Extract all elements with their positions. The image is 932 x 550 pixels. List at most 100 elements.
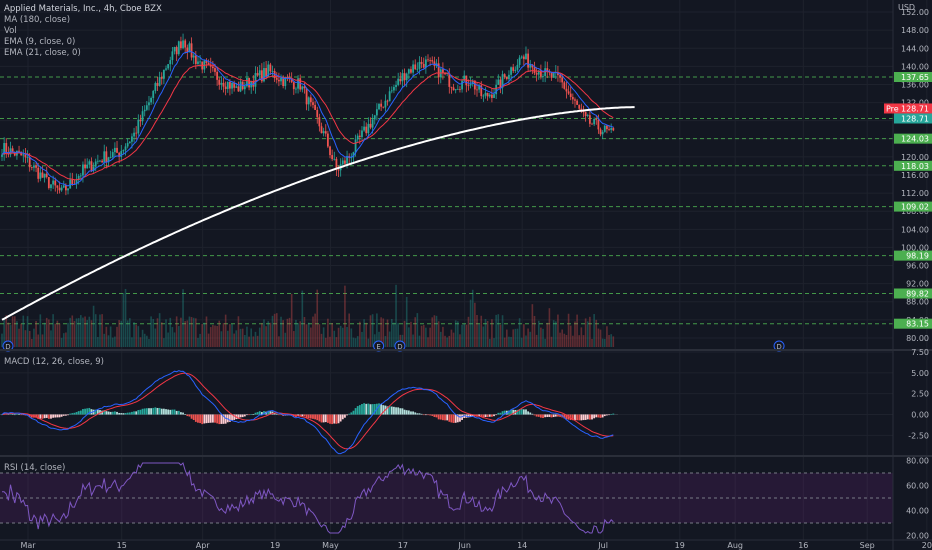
candle-body: [171, 51, 174, 61]
macd-hist-bar: [508, 410, 510, 415]
macd-hist-bar: [278, 414, 280, 416]
macd-hist-bar: [365, 403, 368, 415]
macd-hist-bar: [557, 414, 559, 417]
macd-hist-bar: [260, 412, 263, 415]
macd-hist-bar: [318, 414, 321, 422]
volume-bar: [478, 324, 480, 347]
candle-body: [303, 86, 306, 89]
macd-hist-bar: [578, 414, 581, 421]
candle-body: [307, 97, 310, 105]
candle-body: [595, 119, 598, 120]
volume-bar: [180, 317, 182, 347]
macd-hist-bar: [122, 413, 125, 415]
macd-legend[interactable]: MACD (12, 26, close, 9): [4, 357, 104, 367]
candle-body: [216, 71, 219, 80]
candle-body: [478, 85, 481, 90]
legend-ema21[interactable]: EMA (21, close, 0): [4, 48, 81, 58]
grid-lines: [0, 0, 928, 540]
macd-hist-bar: [305, 414, 308, 419]
candle-body: [284, 76, 287, 87]
legend-ma[interactable]: MA (180, close): [4, 15, 71, 25]
candle-body: [493, 94, 495, 98]
candle-body: [109, 157, 112, 158]
candle-body: [235, 86, 238, 88]
candle-body: [405, 73, 408, 81]
candle-body: [99, 160, 101, 162]
volume-bar: [316, 289, 319, 347]
macd-hist-bar: [467, 414, 470, 418]
price-axis[interactable]: 80.0084.0088.0092.0096.00100.00104.00108…: [884, 8, 932, 541]
legend-vol[interactable]: Vol: [4, 26, 17, 36]
volume-bar: [80, 315, 82, 347]
candle-body: [542, 76, 544, 77]
candle-body: [416, 68, 419, 70]
macd-hist-bar: [143, 408, 146, 415]
macd-hist-bar: [531, 413, 534, 415]
macd-hist-bar: [209, 414, 212, 423]
macd-hist-bar: [595, 414, 598, 418]
rsi-legend[interactable]: RSI (14, close): [4, 463, 66, 473]
macd-hist-bar: [606, 414, 608, 416]
volume-bar: [90, 320, 93, 347]
legend-ema9[interactable]: EMA (9, close, 0): [4, 37, 76, 47]
macd-hist-bar: [280, 414, 282, 416]
candle-body: [476, 89, 478, 91]
macd-hist-bar: [128, 412, 131, 415]
macd-tick-label: 7.50: [911, 348, 929, 357]
volume-bar: [71, 315, 74, 347]
candle-body: [90, 161, 93, 172]
volume-bar: [467, 316, 470, 347]
macd-hist-bar: [324, 414, 327, 423]
level-tag: 118.03: [901, 162, 929, 171]
pre-tag-bg: [884, 103, 932, 114]
macd-hist-bar: [297, 414, 299, 416]
rsi-pane: [0, 462, 893, 534]
candle-body: [480, 85, 483, 97]
candle-body: [601, 131, 604, 135]
time-axis[interactable]: Mar 15 Apr 19 May 17 Jun 14 Jul 19 Aug 16 Sep 20: [20, 541, 932, 550]
candle-body: [461, 80, 463, 90]
volume-bar: [593, 314, 595, 347]
candle-body: [194, 55, 197, 64]
volume-bar: [544, 338, 546, 347]
candle-body: [282, 77, 285, 87]
volume-bar: [158, 313, 161, 347]
volume-bar: [1, 333, 3, 347]
volume-bar: [16, 321, 18, 347]
volume-bar: [412, 334, 414, 347]
volume-bar: [216, 326, 218, 347]
volume-bar: [599, 329, 602, 347]
marker-label: D: [5, 343, 10, 351]
macd-hist-bar: [167, 409, 170, 415]
macd-hist-bar: [307, 414, 310, 419]
macd-hist-bar: [399, 408, 402, 415]
candle-body: [361, 130, 363, 137]
candle-body: [45, 173, 48, 178]
volume-bar: [135, 324, 137, 347]
time-tick-label: 14: [517, 541, 527, 550]
candlesticks[interactable]: [1, 33, 615, 196]
macd-hist-bar: [329, 414, 331, 424]
volume-bar: [265, 326, 267, 347]
candle-body: [92, 166, 95, 172]
candle-body: [380, 103, 383, 107]
volume-bar: [307, 322, 310, 347]
volume-bar: [352, 337, 355, 347]
candle-body: [591, 123, 593, 125]
candle-body: [79, 175, 82, 177]
candle-body: [561, 77, 564, 83]
candle-body: [148, 102, 150, 106]
volume-bar: [401, 334, 404, 347]
candle-body: [211, 66, 214, 69]
macd-hist-bar: [352, 410, 355, 415]
volume-bar: [572, 335, 574, 347]
volume-bar: [43, 322, 46, 347]
volume-bar: [557, 314, 559, 347]
candle-body: [337, 169, 340, 171]
symbol-title[interactable]: Applied Materials, Inc., 4h, Cboe BZX: [4, 4, 162, 14]
macd-hist-bar: [75, 412, 78, 415]
candle-body: [393, 87, 395, 91]
